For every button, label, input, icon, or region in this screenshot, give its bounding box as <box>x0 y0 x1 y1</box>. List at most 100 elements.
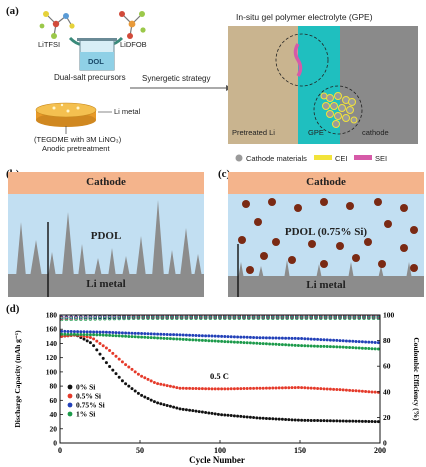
zone-cathode: cathode <box>362 128 389 137</box>
efficiency-point <box>199 316 203 320</box>
capacity-point <box>117 331 121 335</box>
capacity-point <box>184 408 188 412</box>
capacity-point <box>322 419 326 423</box>
efficiency-point <box>270 316 275 320</box>
efficiency-point <box>338 316 342 320</box>
x-tick-label: 150 <box>294 446 306 455</box>
capacity-point <box>143 332 147 336</box>
capacity-point <box>104 333 108 337</box>
capacity-point <box>309 386 313 390</box>
capacity-point <box>191 338 195 342</box>
capacity-point <box>152 380 156 384</box>
capacity-point <box>325 387 329 391</box>
capacity-point <box>367 419 371 423</box>
strategy-label: Synergetic strategy <box>142 74 211 83</box>
y-left-tick-label: 0 <box>53 439 57 448</box>
capacity-point <box>229 340 233 344</box>
capacity-point <box>162 332 166 336</box>
capacity-point <box>92 333 96 337</box>
capacity-point <box>216 334 220 338</box>
y-left-tick-label: 100 <box>46 367 58 376</box>
capacity-point <box>223 387 227 391</box>
y-left-tick-label: 60 <box>50 396 58 405</box>
capacity-point <box>165 332 169 336</box>
efficiency-point <box>194 316 198 320</box>
capacity-point <box>143 395 147 399</box>
capacity-point <box>197 387 201 391</box>
capacity-point <box>335 338 339 342</box>
capacity-point <box>344 345 348 349</box>
capacity-point <box>248 335 252 339</box>
capacity-point <box>373 420 377 424</box>
legend-marker <box>67 393 73 399</box>
capacity-point <box>191 386 195 390</box>
panel-c-cathode-label: Cathode <box>306 176 346 188</box>
capacity-point <box>165 384 169 388</box>
capacity-point <box>354 389 358 393</box>
capacity-point <box>255 386 259 390</box>
capacity-point <box>357 389 361 393</box>
capacity-point <box>165 336 169 340</box>
capacity-point <box>312 337 316 341</box>
capacity-point <box>130 367 134 371</box>
capacity-point <box>117 357 121 361</box>
capacity-point <box>210 387 214 391</box>
capacity-point <box>287 336 291 340</box>
capacity-point <box>226 387 230 391</box>
efficiency-point <box>155 316 160 320</box>
y-axis-right-label: Coulombic Efficiency (%) <box>412 337 421 421</box>
capacity-point <box>344 419 348 423</box>
capacity-point <box>236 414 240 418</box>
capacity-point <box>373 340 377 344</box>
capacity-point <box>82 333 86 337</box>
capacity-point <box>172 337 176 341</box>
capacity-point <box>277 386 281 390</box>
capacity-point <box>239 414 243 418</box>
efficiency-point <box>251 316 256 320</box>
y-left-tick-label: 120 <box>46 353 58 362</box>
y-right-tick-label: 100 <box>383 311 395 320</box>
capacity-point <box>194 409 198 413</box>
capacity-point <box>60 329 64 333</box>
cycling-chart: 0 50 100 150 2000204060801001201401601800204… <box>13 311 421 466</box>
efficiency-point <box>342 316 347 320</box>
capacity-point <box>319 419 323 423</box>
capacity-point <box>98 341 102 345</box>
zone-pretreated-li: Pretreated Li <box>232 128 275 137</box>
capacity-point <box>204 411 208 415</box>
capacity-point <box>258 341 262 345</box>
capacity-point <box>360 340 364 344</box>
capacity-point <box>159 382 163 386</box>
capacity-point <box>344 339 348 343</box>
capacity-point <box>120 334 124 338</box>
capacity-point <box>348 419 352 423</box>
capacity-point <box>152 336 156 340</box>
capacity-point <box>255 416 259 420</box>
capacity-point <box>348 339 352 343</box>
capacity-point <box>252 336 256 340</box>
capacity-point <box>248 386 252 390</box>
x-tick-label: 200 <box>374 446 386 455</box>
li-metal-label: Li metal <box>114 107 141 116</box>
efficiency-point <box>366 316 371 320</box>
capacity-point <box>284 336 288 340</box>
capacity-point <box>280 336 284 340</box>
capacity-point <box>172 405 176 409</box>
capacity-point <box>162 336 166 340</box>
capacity-point <box>261 386 265 390</box>
capacity-point <box>268 342 272 346</box>
legend-cathode-materials: Cathode materials <box>246 154 307 163</box>
panel-c-pdol-label: PDOL (0.75% Si) <box>284 226 368 238</box>
capacity-point <box>72 330 76 334</box>
capacity-point <box>136 331 140 335</box>
capacity-point <box>303 337 307 341</box>
capacity-point <box>136 391 140 395</box>
capacity-point <box>63 332 67 336</box>
y-left-tick-label: 40 <box>50 410 58 419</box>
capacity-point <box>213 387 217 391</box>
capacity-point <box>325 419 329 423</box>
y-right-tick-label: 60 <box>383 362 391 371</box>
capacity-point <box>92 337 96 341</box>
capacity-point <box>120 360 124 364</box>
efficiency-point <box>64 317 69 322</box>
